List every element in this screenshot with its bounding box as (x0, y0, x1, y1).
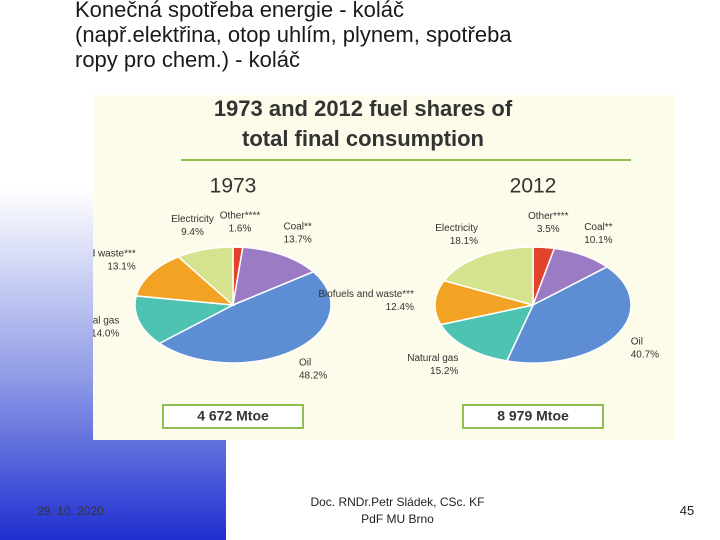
slice-label: Coal** (283, 222, 311, 233)
total-box (162, 404, 304, 429)
total-label: 8 979 Mtoe (497, 408, 569, 424)
slice-label: Coal** (584, 222, 612, 233)
pie-slice (232, 246, 315, 307)
footer-date: 29. 10. 2020 (37, 504, 104, 518)
slice-value: 13.7% (283, 235, 311, 246)
pie-slice (158, 270, 332, 364)
slice-value: 1.6% (229, 223, 252, 234)
slice-value: 15.2% (430, 366, 458, 377)
slice-label: Other**** (528, 211, 569, 222)
pie-slice (439, 303, 535, 362)
slice-label: Electricity (435, 223, 478, 234)
slice-value: 18.1% (450, 236, 478, 247)
slice-label: Biofuels and waste*** (318, 289, 414, 300)
slice-label: Oil (299, 357, 311, 368)
slice-value: 9.4% (181, 227, 204, 238)
pie-slice (135, 255, 236, 306)
slice-label: Natural gas (407, 353, 458, 364)
figure: 1973 and 2012 fuel shares of total final… (93, 95, 675, 440)
slice-label: Natural gas (93, 316, 119, 327)
slice-label: Other**** (220, 210, 261, 221)
slice-label: Oil (631, 337, 643, 348)
pie-slice (434, 279, 534, 326)
slice-label: Biofuels and waste*** (93, 248, 136, 259)
slice-label: Electricity (171, 214, 214, 225)
pie-slice (177, 246, 234, 307)
slice-value: 3.5% (537, 224, 560, 235)
slice-value: 48.2% (299, 370, 327, 381)
page-number: 45 (679, 503, 695, 518)
pie-title: 2012 (510, 175, 557, 198)
figure-title: 1973 and 2012 fuel shares of (214, 96, 513, 121)
footer-author-line: PdF MU Brno (361, 512, 434, 526)
figure-title: total final consumption (242, 126, 484, 151)
slice-value: 40.7% (631, 350, 659, 361)
slice-value: 12.4% (386, 302, 414, 313)
pie-slice (505, 266, 632, 364)
total-label: 4 672 Mtoe (197, 408, 269, 424)
footer-author: Doc. RNDr.Petr Sládek, CSc. KF PdF MU Br… (270, 494, 525, 528)
slice-value: 13.1% (107, 261, 135, 272)
slide-title: ropy pro chem.) - koláč (75, 47, 300, 72)
slide-title: Konečná spotřeba energie - koláč (75, 0, 404, 22)
pie-title: 1973 (210, 175, 257, 198)
total-box (462, 404, 604, 429)
pie-slice (442, 246, 534, 306)
footer-author-line: Doc. RNDr.Petr Sládek, CSc. KF (310, 495, 485, 509)
slide-title: (např.elektřina, otop uhlím, plynem, spo… (75, 22, 512, 47)
slice-value: 14.0% (93, 329, 119, 340)
pie-slice (134, 295, 236, 345)
slice-value: 10.1% (584, 235, 612, 246)
